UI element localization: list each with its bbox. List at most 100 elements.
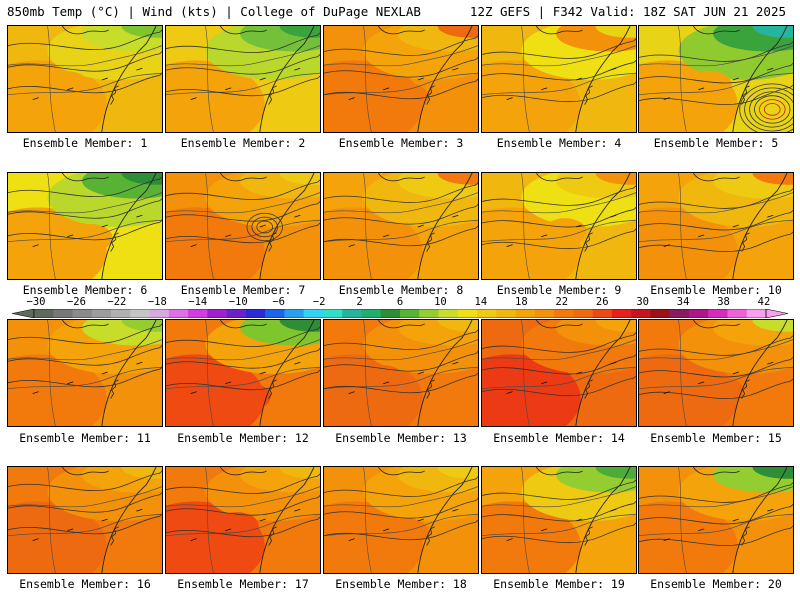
temperature-field-blob <box>688 71 732 99</box>
wind-barb <box>698 234 705 238</box>
ensemble-member-label: Ensemble Member: 16 <box>19 577 151 591</box>
ensemble-panel <box>7 172 163 280</box>
state-border-line <box>166 513 320 537</box>
colorbar-right-arrow <box>765 309 788 318</box>
coastline-bay <box>584 85 593 105</box>
pressure-contour <box>166 179 320 200</box>
wind-barb <box>767 214 774 218</box>
state-border-line <box>639 192 793 214</box>
pressure-contour <box>482 332 636 353</box>
state-border-line <box>678 320 687 426</box>
ensemble-map <box>166 173 320 279</box>
lake-shoreline <box>535 320 583 329</box>
ensemble-member-label: Ensemble Member: 1 <box>22 136 148 150</box>
wind-barb <box>767 508 774 512</box>
wind-barb <box>136 508 143 512</box>
colorbar-swatch <box>322 309 343 318</box>
coastline-bay <box>426 526 435 546</box>
colorbar-tick-label: 26 <box>595 296 609 308</box>
state-border-line <box>639 486 793 508</box>
ensemble-member-label: Ensemble Member: 14 <box>493 431 625 445</box>
lake-shoreline <box>219 173 267 182</box>
state-border-line <box>8 72 162 96</box>
state-border-line <box>166 486 320 508</box>
ensemble-member-label: Ensemble Member: 9 <box>496 283 622 297</box>
ensemble-panel <box>165 25 321 133</box>
ensemble-panel <box>481 25 637 133</box>
pressure-contour <box>324 519 478 541</box>
lake-shoreline <box>692 467 740 476</box>
pressure-contour <box>482 479 636 500</box>
ensemble-panel <box>323 319 479 427</box>
coastline-bay <box>584 526 593 546</box>
wind-barb <box>136 361 143 365</box>
coastline <box>417 320 473 426</box>
colorbar-swatch <box>592 309 613 318</box>
colorbar-tick-label: 14 <box>474 296 488 308</box>
state-border-line <box>482 219 636 243</box>
pressure-contour <box>482 81 636 103</box>
wind-barb <box>67 528 74 532</box>
pressure-contour <box>324 329 478 350</box>
state-border-line <box>521 320 530 426</box>
header-run-info: 12Z GEFS | F342 Valid: 18Z SAT JUN 21 20… <box>469 4 786 19</box>
colorbar-tick-label: 34 <box>676 296 690 308</box>
lake-shoreline <box>535 26 583 35</box>
wind-barb <box>348 244 355 247</box>
pressure-contour <box>8 323 162 345</box>
pressure-contour <box>482 522 636 544</box>
wind-barb <box>575 371 582 375</box>
lake-shoreline <box>377 173 425 182</box>
ensemble-map <box>8 467 162 573</box>
ensemble-map <box>324 173 478 279</box>
colorbar-swatch <box>130 309 150 318</box>
temperature-field-blob <box>8 354 107 426</box>
state-border-line <box>8 192 162 214</box>
state-border-line <box>166 192 320 214</box>
temperature-field-blob <box>45 71 89 99</box>
pressure-contour <box>482 501 636 522</box>
colorbar-swatch <box>400 309 420 318</box>
colorbar-swatch <box>342 309 362 318</box>
colorbar-swatch <box>534 309 555 318</box>
pressure-contour <box>482 60 636 81</box>
colorbar-tick-label: 10 <box>434 296 447 308</box>
wind-barb <box>767 67 774 71</box>
lake-shoreline <box>219 26 267 35</box>
state-border-line <box>482 366 636 390</box>
ensemble-panel <box>165 319 321 427</box>
colorbar-swatch <box>91 309 112 318</box>
state-border-line <box>8 513 162 537</box>
temperature-field-blob <box>385 518 429 546</box>
wind-barb <box>698 381 705 385</box>
wind-barb <box>225 528 232 532</box>
wind-barb <box>610 361 617 365</box>
ensemble-member-label: Ensemble Member: 2 <box>180 136 306 150</box>
ensemble-map <box>324 467 478 573</box>
state-border-line <box>8 339 162 361</box>
low-pressure-contour <box>256 220 274 234</box>
coastline-bay <box>741 379 750 399</box>
colorbar-swatch <box>361 309 382 318</box>
state-border-line <box>166 366 320 390</box>
state-border-line <box>205 173 214 279</box>
lake-shoreline <box>61 173 109 182</box>
wind-barb <box>190 244 197 247</box>
wind-barb <box>417 371 424 375</box>
colorbar-swatch <box>650 309 670 318</box>
ensemble-panel <box>638 319 794 427</box>
wind-barb <box>663 538 670 541</box>
colorbar-swatch <box>611 309 632 318</box>
pressure-contour <box>8 51 162 72</box>
pressure-contour <box>639 525 793 546</box>
pressure-contour <box>639 210 793 231</box>
ensemble-panel <box>481 172 637 280</box>
wind-barb <box>541 381 548 385</box>
coastline <box>417 26 473 132</box>
lake-shoreline <box>377 26 425 35</box>
wind-barb <box>610 214 617 218</box>
state-border-line <box>482 513 636 537</box>
ensemble-map <box>166 467 320 573</box>
ensemble-member-label: Ensemble Member: 17 <box>177 577 309 591</box>
state-border-line <box>205 467 214 573</box>
